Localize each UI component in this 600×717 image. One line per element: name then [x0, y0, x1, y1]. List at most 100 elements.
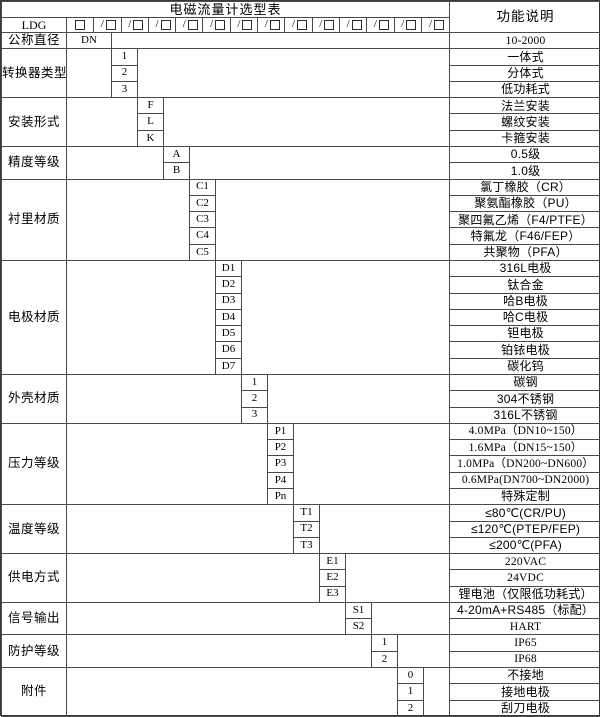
model-code-slot-1[interactable]: /: [94, 18, 121, 32]
description-6-1: 304不锈钢: [450, 391, 600, 407]
description-3-0: 0.5级: [450, 147, 600, 163]
model-code-slot-0[interactable]: [67, 18, 94, 32]
code-cell-12-1: 1: [398, 684, 424, 700]
code-cell-10-1: S2: [346, 619, 372, 635]
code-cell-6-1: 2: [242, 391, 268, 407]
left-filler-3: [67, 147, 164, 180]
code-cell-1-0: 1: [112, 49, 138, 65]
description-12-1: 接地电极: [450, 684, 600, 700]
right-filler-8: [320, 505, 450, 554]
model-code-slot-12[interactable]: /: [395, 18, 422, 32]
code-cell-4-2: C3: [190, 212, 216, 228]
model-code-slot-10[interactable]: /: [340, 18, 367, 32]
left-filler-9: [67, 554, 320, 603]
description-10-1: HART: [450, 619, 600, 635]
checkbox-square-icon[interactable]: [133, 20, 143, 30]
code-cell-7-3: P4: [268, 472, 294, 488]
category-label-3: 精度等级: [2, 147, 67, 180]
code-cell-9-2: E3: [320, 586, 346, 602]
model-code-slot-8[interactable]: /: [285, 18, 312, 32]
model-code-slot-9[interactable]: /: [313, 18, 340, 32]
description-7-1: 1.6MPa（DN15~150）: [450, 440, 600, 456]
description-9-1: 24VDC: [450, 570, 600, 586]
checkbox-square-icon[interactable]: [161, 20, 171, 30]
code-cell-5-3: D4: [216, 309, 242, 325]
slash-separator: /: [427, 19, 434, 30]
category-label-0: 公称直径: [2, 33, 67, 49]
right-filler-6: [268, 374, 450, 423]
checkbox-square-icon[interactable]: [406, 20, 416, 30]
checkbox-square-icon[interactable]: [75, 20, 85, 30]
slash-separator: /: [345, 19, 352, 30]
left-filler-4: [67, 179, 190, 260]
right-filler-4: [216, 179, 450, 260]
left-filler-10: [67, 602, 346, 635]
category-label-7: 压力等级: [2, 423, 67, 504]
right-filler-12: [424, 668, 450, 717]
right-filler-11: [398, 635, 450, 668]
code-cell-12-0: 0: [398, 668, 424, 684]
code-cell-9-0: E1: [320, 554, 346, 570]
slash-separator: /: [208, 19, 215, 30]
model-code-slot-7[interactable]: /: [258, 18, 285, 32]
model-code-slot-2[interactable]: /: [122, 18, 149, 32]
slash-separator: /: [126, 19, 133, 30]
code-cell-5-1: D2: [216, 277, 242, 293]
left-filler-2: [67, 98, 138, 147]
right-filler-0: [112, 33, 450, 49]
model-code-slot-11[interactable]: /: [367, 18, 394, 32]
code-cell-5-4: D5: [216, 326, 242, 342]
description-7-2: 1.0MPa（DN200~DN600）: [450, 456, 600, 472]
checkbox-square-icon[interactable]: [434, 20, 444, 30]
code-cell-11-0: 1: [372, 635, 398, 651]
left-filler-7: [67, 423, 268, 504]
checkbox-square-icon[interactable]: [188, 20, 198, 30]
model-code-slot-5[interactable]: /: [203, 18, 230, 32]
code-cell-1-2: 3: [112, 81, 138, 97]
description-7-4: 特殊定制: [450, 488, 600, 504]
slash-separator: /: [235, 19, 242, 30]
code-cell-0-0: DN: [67, 33, 112, 49]
right-filler-2: [164, 98, 450, 147]
left-filler-1: [67, 49, 112, 98]
model-code-slot-4[interactable]: /: [176, 18, 203, 32]
code-cell-9-1: E2: [320, 570, 346, 586]
description-5-2: 哈B电极: [450, 293, 600, 309]
model-code-slot-13[interactable]: /: [422, 18, 449, 32]
code-cell-7-2: P3: [268, 456, 294, 472]
checkbox-square-icon[interactable]: [297, 20, 307, 30]
category-label-11: 防护等级: [2, 635, 67, 668]
checkbox-square-icon[interactable]: [106, 20, 116, 30]
description-0-0: 10-2000: [450, 33, 600, 49]
code-cell-5-6: D7: [216, 358, 242, 374]
description-3-1: 1.0级: [450, 163, 600, 179]
description-4-2: 聚四氟乙烯（F4/PTFE）: [450, 212, 600, 228]
slash-separator: /: [181, 19, 188, 30]
category-label-5: 电极材质: [2, 261, 67, 375]
category-label-12: 附件: [2, 668, 67, 717]
category-label-8: 温度等级: [2, 505, 67, 554]
code-cell-3-0: A: [164, 147, 190, 163]
checkbox-square-icon[interactable]: [270, 20, 280, 30]
code-cell-8-0: T1: [294, 505, 320, 521]
description-1-2: 低功耗式: [450, 81, 600, 97]
checkbox-square-icon[interactable]: [379, 20, 389, 30]
right-filler-5: [242, 261, 450, 375]
description-12-0: 不接地: [450, 668, 600, 684]
checkbox-square-icon[interactable]: [324, 20, 334, 30]
slash-separator: /: [99, 19, 106, 30]
code-cell-7-0: P1: [268, 423, 294, 439]
checkbox-square-icon[interactable]: [242, 20, 252, 30]
checkbox-square-icon[interactable]: [352, 20, 362, 30]
left-filler-6: [67, 374, 242, 423]
checkbox-square-icon[interactable]: [215, 20, 225, 30]
model-code-slot-6[interactable]: /: [231, 18, 258, 32]
model-code-slot-3[interactable]: /: [149, 18, 176, 32]
category-label-4: 衬里材质: [2, 179, 67, 260]
right-filler-9: [346, 554, 450, 603]
